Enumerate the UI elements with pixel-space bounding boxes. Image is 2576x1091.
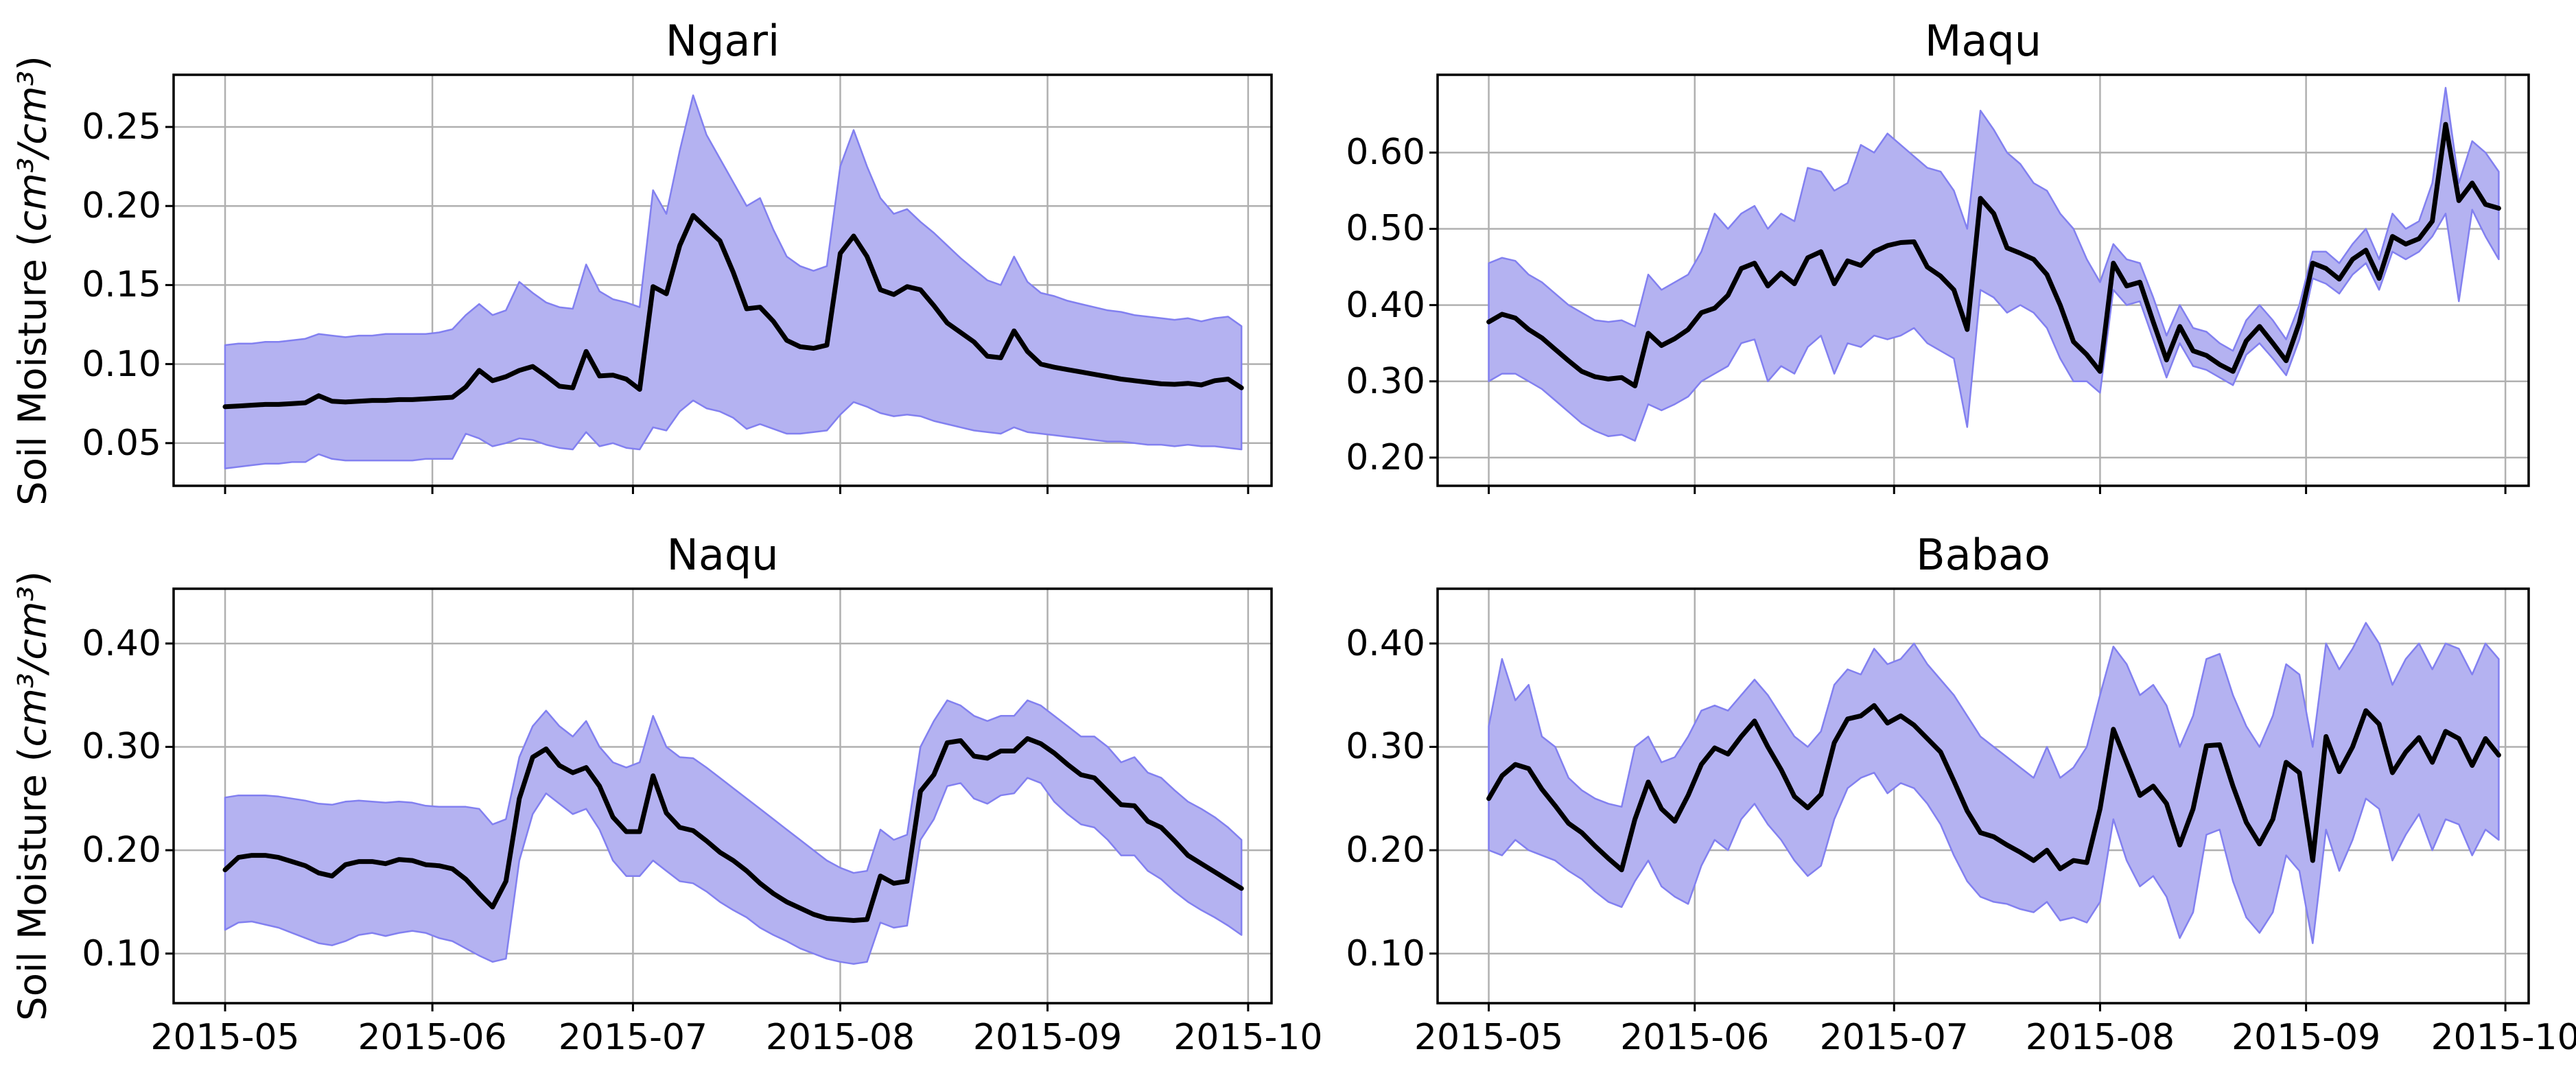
y-axis-label-text: Soil Moisture ( [10,231,56,506]
babao-axes-spines [1436,587,2530,1005]
y-tick-label: 0.15 [82,264,161,306]
ngari-plot-area [165,73,1273,494]
x-tick-label: 2015-05 [150,1017,300,1058]
maqu-uncertainty-band [1488,86,2500,442]
naqu-axes-spines [172,587,1273,1005]
babao-mean-line [1486,703,2501,873]
y-axis-label-close: ) [10,55,56,71]
maqu-axes-spines [1436,73,2530,487]
y-tick-label: 0.30 [1346,726,1425,768]
y-axis-label-close: ) [10,571,56,587]
y-tick-label: 0.30 [1346,360,1425,402]
y-tick-label: 0.05 [82,422,161,464]
x-tick-label: 2015-07 [1819,1017,1969,1058]
ngari-mean-line [222,213,1244,410]
x-tick-label: 2015-09 [972,1017,1123,1058]
y-tick-label: 0.20 [1346,830,1425,871]
maqu-mean-line [1486,121,2501,388]
y-axis-label-units: cm³/cm³ [10,70,56,231]
chart-title-ngari: Ngari [665,16,780,66]
y-tick-label: 0.20 [82,185,161,227]
y-tick-label: 0.30 [82,726,161,768]
x-tick-label: 2015-07 [558,1017,708,1058]
y-tick-label: 0.40 [1346,622,1425,664]
naqu-mean-line [222,736,1244,923]
x-tick-label: 2015-10 [2431,1017,2576,1058]
chart-maqu: Maqu 0.20 0.30 0.40 0.50 0.60 [1346,16,2530,494]
y-tick-label: 0.50 [1346,208,1425,250]
y-axis-label: Soil Moisture (cm³/cm³) [11,56,56,506]
chart-title-naqu: Naqu [666,530,779,580]
y-tick-label: 0.40 [1346,284,1425,326]
y-axis-label-text: Soil Moisture ( [10,747,56,1021]
y-tick-label: 0.20 [82,830,161,871]
x-tick-label: 2015-06 [1620,1017,1770,1058]
naqu-plot-area [165,587,1273,1011]
chart-babao: Babao 0.10 0.20 0.30 0.40 2015-05 2015-06 2015… [1346,530,2576,1058]
y-tick-label: 0.60 [1346,132,1425,174]
y-tick-label: 0.20 [1346,436,1425,478]
ngari-uncertainty-band [224,94,1243,469]
y-tick-label: 0.10 [82,932,161,974]
chart-title-maqu: Maqu [1924,16,2042,66]
babao-uncertainty-band [1488,622,2500,944]
x-tick-label: 2015-09 [2231,1017,2381,1058]
y-tick-label: 0.10 [1346,932,1425,974]
chart-naqu: Naqu Soil Moisture (cm³/cm³) 0.10 0.20 0.3… [11,530,1323,1058]
chart-ngari: Ngari Soil Moisture (cm³/cm³) 0.05 0.10 0.… [11,16,1273,505]
y-axis-label-units: cm³/cm³ [10,586,56,747]
y-tick-label: 0.10 [82,343,161,385]
y-tick-label: 0.40 [82,622,161,664]
x-tick-label: 2015-08 [2025,1017,2175,1058]
chart-title-babao: Babao [1916,530,2050,580]
babao-plot-area [1429,587,2530,1011]
x-tick-label: 2015-08 [765,1017,915,1058]
x-tick-label: 2015-06 [358,1017,507,1058]
maqu-plot-area [1429,73,2530,494]
y-tick-label: 0.25 [82,106,161,148]
ngari-axes-spines [172,73,1273,487]
y-axis-label: Soil Moisture (cm³/cm³) [11,571,56,1021]
x-tick-label: 2015-10 [1173,1017,1323,1058]
x-tick-label: 2015-05 [1414,1017,1564,1058]
naqu-uncertainty-band [224,699,1243,965]
